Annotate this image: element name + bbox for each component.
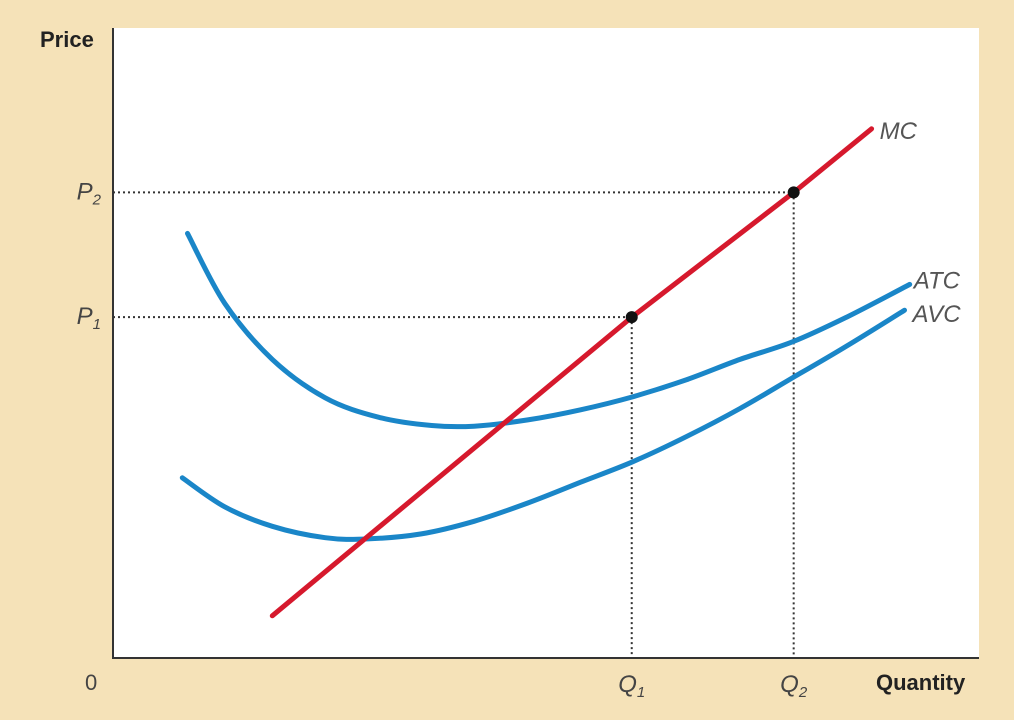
origin-label: 0: [85, 670, 97, 695]
y-tick-label-p1: P1: [77, 303, 101, 333]
equilibrium-point-1: [625, 311, 638, 324]
atc-label: ATC: [912, 267, 961, 294]
x-tick-label-q2: Q2: [780, 671, 808, 701]
equilibrium-point-2: [787, 186, 800, 199]
y-axis-title: Price: [40, 27, 94, 52]
x-tick-label-q1: Q1: [618, 671, 645, 701]
y-tick-label-p2: P2: [77, 178, 102, 208]
x-axis-title: Quantity: [876, 670, 966, 695]
mc-curve: [269, 126, 875, 619]
mc-label: MC: [880, 118, 918, 145]
avc-label: AVC: [911, 301, 962, 328]
avc-curve: [179, 307, 907, 542]
atc-curve: [185, 230, 913, 430]
